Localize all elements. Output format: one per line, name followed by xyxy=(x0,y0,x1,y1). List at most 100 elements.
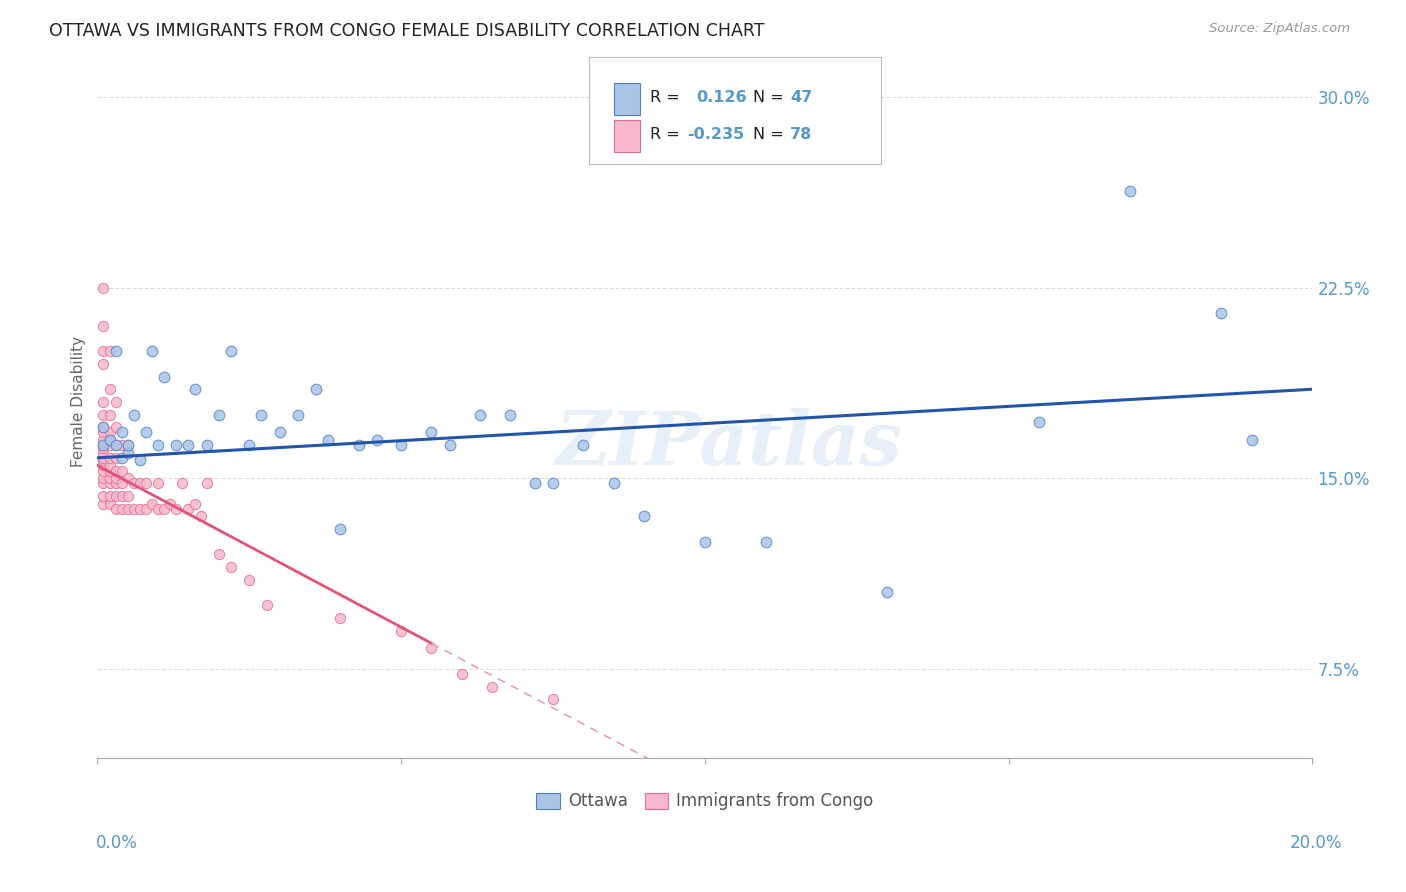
Point xyxy=(135,501,157,516)
Point xyxy=(111,438,134,452)
Point xyxy=(98,476,121,491)
Point xyxy=(195,438,218,452)
Point xyxy=(98,382,121,396)
Point xyxy=(541,476,564,491)
Point xyxy=(305,382,328,396)
Point xyxy=(876,585,898,599)
Point xyxy=(287,408,309,422)
Point xyxy=(104,464,127,478)
Point xyxy=(93,318,115,333)
Text: 0.126: 0.126 xyxy=(696,90,747,104)
Point xyxy=(93,420,115,434)
Point xyxy=(128,453,150,467)
Point xyxy=(250,408,273,422)
Point xyxy=(98,408,121,422)
Text: N =: N = xyxy=(754,90,785,104)
Point xyxy=(366,433,388,447)
Legend: Ottawa, Immigrants from Congo: Ottawa, Immigrants from Congo xyxy=(530,786,880,817)
Point xyxy=(633,509,655,524)
Point xyxy=(93,441,115,455)
Point xyxy=(389,624,412,638)
Point xyxy=(165,501,187,516)
Point xyxy=(195,476,218,491)
Point xyxy=(93,489,115,503)
FancyBboxPatch shape xyxy=(614,83,641,115)
FancyBboxPatch shape xyxy=(614,120,641,153)
Point xyxy=(128,501,150,516)
Point xyxy=(93,344,115,359)
Point xyxy=(98,450,121,465)
Text: N =: N = xyxy=(754,127,785,142)
Point xyxy=(523,476,546,491)
Point xyxy=(98,471,121,485)
Point xyxy=(316,433,339,447)
Point xyxy=(93,476,115,491)
Point xyxy=(117,438,139,452)
Point xyxy=(165,438,187,452)
Point xyxy=(93,433,115,447)
Point xyxy=(104,344,127,359)
Point xyxy=(93,438,115,452)
Point xyxy=(93,458,115,473)
Point xyxy=(389,438,412,452)
Point xyxy=(98,464,121,478)
Point xyxy=(135,476,157,491)
Point xyxy=(98,458,121,473)
Point xyxy=(104,395,127,409)
Point xyxy=(269,425,291,440)
Point xyxy=(1211,306,1233,320)
Point xyxy=(98,489,121,503)
Point xyxy=(104,438,127,452)
Point xyxy=(146,438,169,452)
Text: R =: R = xyxy=(650,127,681,142)
Point xyxy=(329,522,352,536)
Point xyxy=(117,489,139,503)
Point xyxy=(93,357,115,371)
Point xyxy=(93,453,115,467)
Point xyxy=(98,497,121,511)
Point xyxy=(117,471,139,485)
Point xyxy=(190,509,212,524)
Point xyxy=(111,425,134,440)
Point xyxy=(177,438,200,452)
Point xyxy=(111,450,134,465)
Point xyxy=(104,450,127,465)
Point xyxy=(122,501,145,516)
Point xyxy=(256,598,278,612)
Text: OTTAWA VS IMMIGRANTS FROM CONGO FEMALE DISABILITY CORRELATION CHART: OTTAWA VS IMMIGRANTS FROM CONGO FEMALE D… xyxy=(49,22,765,40)
Point xyxy=(755,534,778,549)
Point xyxy=(451,666,474,681)
Point xyxy=(98,433,121,447)
Y-axis label: Female Disability: Female Disability xyxy=(72,336,86,467)
Point xyxy=(93,497,115,511)
Point xyxy=(98,433,121,447)
Point xyxy=(104,501,127,516)
Point xyxy=(499,408,522,422)
Point xyxy=(93,425,115,440)
Point xyxy=(104,438,127,452)
Point xyxy=(238,573,260,587)
Point xyxy=(98,344,121,359)
Point xyxy=(219,560,242,574)
Point xyxy=(93,450,115,465)
Point xyxy=(693,534,716,549)
Text: 78: 78 xyxy=(790,127,813,142)
Point xyxy=(1028,415,1050,429)
Point xyxy=(183,382,205,396)
Point xyxy=(159,497,181,511)
Text: ZIPatlas: ZIPatlas xyxy=(555,409,903,481)
Point xyxy=(420,641,443,656)
Point xyxy=(117,446,139,460)
Text: R =: R = xyxy=(650,90,681,104)
Point xyxy=(111,476,134,491)
Point xyxy=(93,471,115,485)
Point xyxy=(135,425,157,440)
Point xyxy=(146,476,169,491)
Point xyxy=(177,501,200,516)
Point xyxy=(153,501,176,516)
Point xyxy=(572,438,595,452)
Point xyxy=(146,501,169,516)
Text: 47: 47 xyxy=(790,90,813,104)
Point xyxy=(93,446,115,460)
Point xyxy=(208,408,231,422)
